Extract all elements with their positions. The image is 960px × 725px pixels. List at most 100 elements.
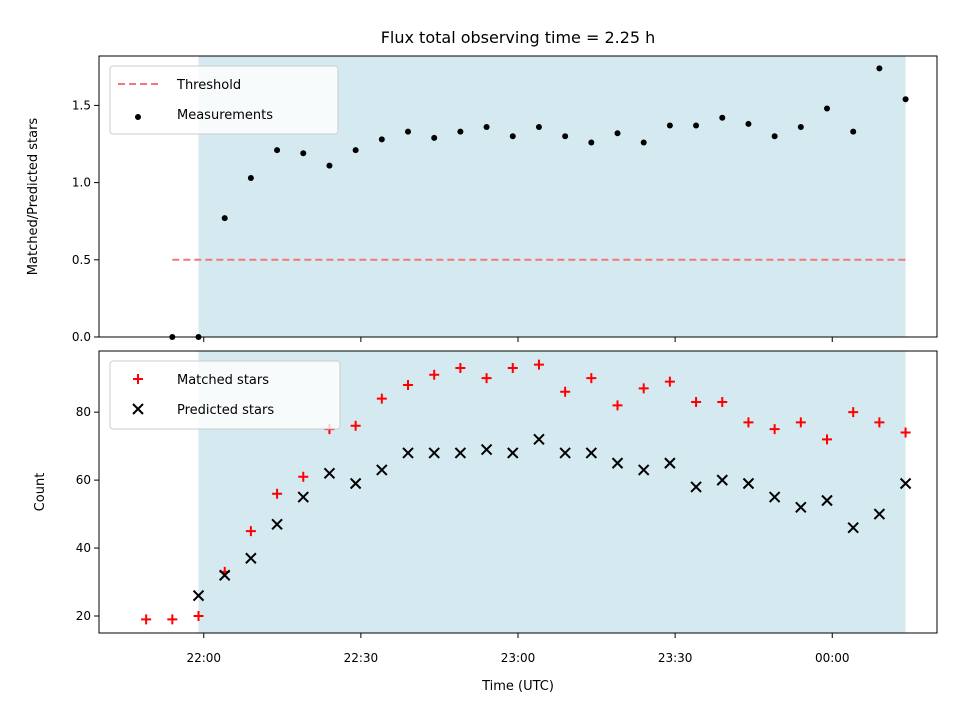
data-point [742, 477, 755, 490]
data-point [795, 417, 806, 428]
data-point [533, 359, 544, 370]
legend-box [109, 65, 339, 135]
data-point [876, 65, 883, 72]
series-matched-stars [141, 359, 911, 625]
legend-marker [132, 403, 144, 415]
data-point [562, 133, 569, 140]
data-point [221, 215, 228, 222]
legend-marker [135, 114, 141, 120]
data-point [403, 379, 414, 390]
data-point [769, 424, 780, 435]
data-point [376, 393, 387, 404]
data-point [743, 417, 754, 428]
y-tick-label: 40 [76, 541, 91, 555]
legend-marker [133, 374, 143, 384]
y-tick-label: 0.5 [72, 253, 91, 267]
ratio-legend: Threshold Measurements [109, 65, 339, 135]
data-point [167, 614, 178, 625]
ratio-panel: 0.0 0.5 1.0 1.5 Matched/Predicted stars Thres… [26, 55, 938, 344]
x-tick-label: 22:30 [344, 651, 379, 665]
x-axis-label: Time (UTC) [481, 679, 554, 694]
y-tick-label: 20 [76, 609, 91, 623]
y-tick-label: 1.5 [72, 98, 91, 112]
y-tick-label: 60 [76, 473, 91, 487]
x-tick-label: 23:30 [658, 651, 693, 665]
legend-label: Threshold [176, 78, 241, 93]
data-point [640, 139, 647, 146]
data-point [272, 488, 283, 499]
data-point [666, 122, 673, 129]
x-tick-label: 23:00 [501, 651, 536, 665]
legend-label: Measurements [177, 108, 273, 123]
legend-label: Matched stars [177, 373, 269, 388]
data-point [559, 447, 571, 459]
data-point [637, 464, 650, 476]
data-point [745, 120, 752, 127]
data-point [300, 150, 307, 157]
data-point [533, 433, 545, 446]
legend-box [109, 360, 341, 430]
y-tick-label: 80 [76, 405, 91, 419]
legend-label: Predicted stars [177, 403, 274, 418]
data-point [507, 362, 518, 373]
data-point [481, 373, 492, 384]
data-point [717, 396, 728, 407]
data-point [480, 443, 493, 456]
data-point [428, 447, 440, 459]
data-point [771, 133, 778, 140]
data-point [821, 494, 833, 507]
x-tick-label: 22:00 [186, 651, 221, 665]
data-point [585, 447, 598, 459]
data-point [193, 611, 204, 622]
data-point [824, 105, 831, 112]
count-y-axis-label: Count [33, 473, 48, 512]
data-point [768, 491, 781, 503]
data-point [611, 457, 624, 469]
data-point [274, 147, 281, 154]
y-tick-label: 1.0 [72, 176, 91, 190]
data-point [298, 471, 309, 482]
data-point [664, 457, 676, 469]
data-point [691, 396, 702, 407]
data-point [588, 139, 595, 146]
data-point [507, 447, 519, 459]
data-point [457, 128, 464, 135]
data-point [638, 383, 649, 394]
data-point [454, 447, 467, 459]
data-point [690, 481, 702, 493]
data-point [664, 376, 675, 387]
ratio-y-axis-label: Matched/Predicted stars [26, 118, 41, 276]
data-point [429, 369, 440, 380]
data-point [218, 569, 231, 581]
data-point [509, 133, 516, 140]
data-point [899, 477, 912, 490]
data-point [900, 427, 911, 438]
data-point [716, 474, 728, 486]
data-point [405, 128, 412, 135]
data-point [402, 447, 414, 459]
data-point [483, 124, 490, 131]
data-point [245, 526, 256, 537]
data-point [902, 96, 909, 103]
data-point [247, 174, 254, 181]
data-point [349, 477, 362, 490]
data-point [795, 501, 807, 513]
data-point [614, 130, 621, 137]
data-point [612, 400, 623, 411]
data-point [326, 162, 333, 169]
data-point [586, 373, 597, 384]
data-point [719, 114, 726, 121]
data-point [847, 521, 859, 534]
data-point [323, 467, 336, 480]
series-predicted-stars [192, 433, 912, 602]
data-point [378, 136, 385, 143]
data-point [192, 589, 205, 602]
data-point [848, 407, 859, 418]
data-point [455, 362, 466, 373]
data-point [352, 147, 359, 154]
data-point [141, 614, 152, 625]
data-point [560, 386, 571, 397]
data-point [874, 417, 885, 428]
